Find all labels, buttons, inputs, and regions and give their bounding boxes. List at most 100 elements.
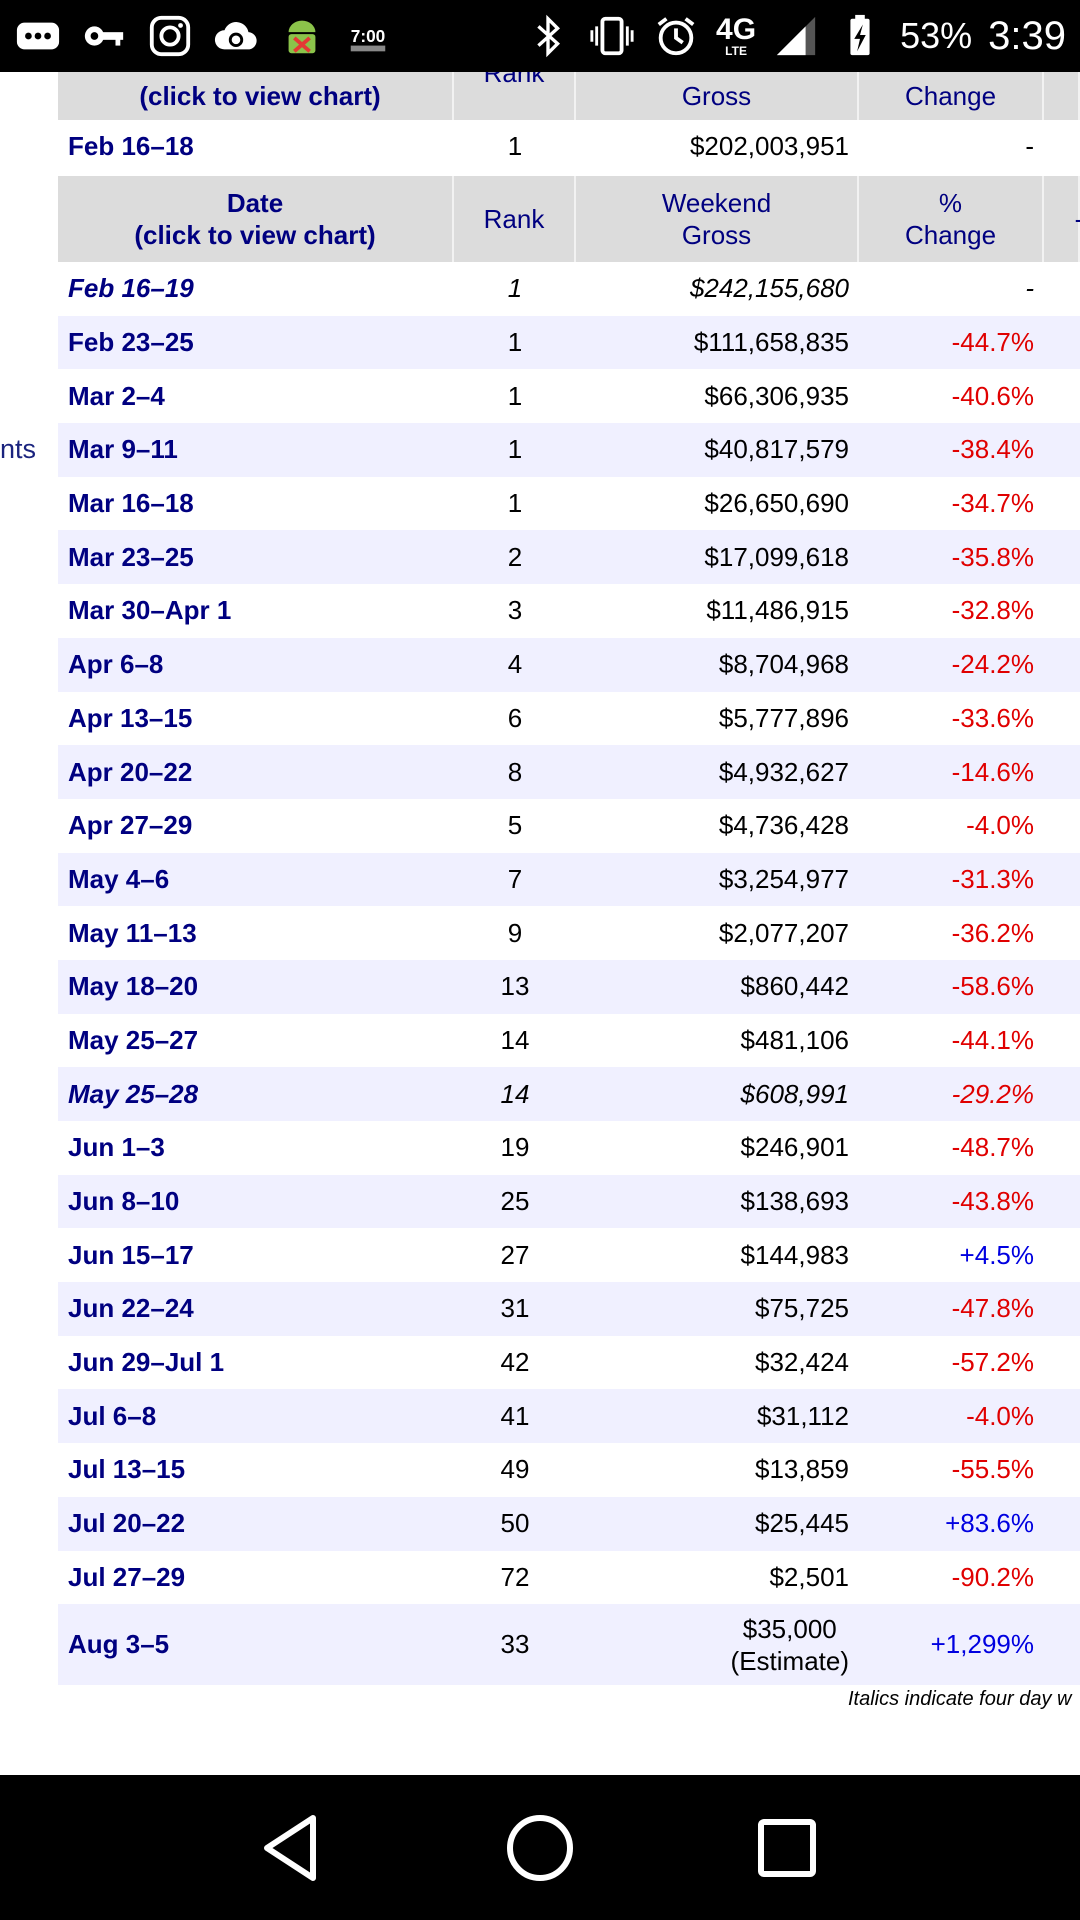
row-change: -43.8%	[951, 1186, 1034, 1217]
row-date-link[interactable]: May 4–6	[68, 863, 170, 894]
row-gross: $144,983	[740, 1239, 849, 1270]
row-gross-note: (Estimate)	[730, 1645, 849, 1676]
row-rank: 5	[507, 810, 523, 841]
clock-widget-icon: 7:00	[344, 12, 392, 60]
row-date-link[interactable]: Mar 16–18	[68, 488, 194, 519]
weekend-table-body: Feb 16–19 1 $242,155,680 - Feb 23–25 1 $111,65…	[58, 262, 1080, 1686]
row-change: -35.8%	[951, 541, 1034, 572]
row-date-link[interactable]: Mar 9–11	[68, 434, 178, 465]
table-row: Jun 8–10 25 $138,693 -43.8%	[58, 1174, 1080, 1229]
header-date-link[interactable]: (click to view chart)	[58, 72, 454, 120]
table-row: Feb 16–19 1 $242,155,680 -	[58, 262, 1080, 316]
row-change: -40.6%	[951, 380, 1034, 411]
row-date-link[interactable]: May 25–28	[68, 1078, 199, 1109]
row-date-link[interactable]: Feb 23–25	[68, 327, 194, 358]
row-rank: 9	[507, 917, 523, 948]
previous-table-header: (click to view chart) Rank Gross Change	[58, 72, 1080, 120]
row-date-link[interactable]: Feb 16–19	[68, 273, 194, 304]
header-extra	[1044, 72, 1080, 120]
row-date-link[interactable]: Mar 2–4	[68, 380, 165, 411]
row-date-link[interactable]: Jul 27–29	[68, 1561, 186, 1592]
row-date-link[interactable]: Jun 15–17	[68, 1239, 194, 1270]
svg-text:7:00: 7:00	[351, 26, 386, 46]
row-date-link[interactable]: May 18–20	[68, 971, 199, 1002]
row-extra	[1044, 1175, 1080, 1229]
row-date-link[interactable]: Feb 16–18	[68, 130, 194, 161]
row-date-link[interactable]: May 25–27	[68, 1024, 199, 1055]
table-row: Jul 27–29 72 $2,501 -90.2%	[58, 1551, 1080, 1605]
bluetooth-icon	[524, 12, 572, 60]
row-extra	[1044, 906, 1080, 960]
previous-table-row: Feb 16–18 1 $202,003,951 -	[58, 120, 1080, 172]
row-extra	[1044, 1443, 1080, 1497]
row-date-link[interactable]: Apr 6–8	[68, 649, 164, 680]
row-date-link[interactable]: Jun 22–24	[68, 1293, 194, 1324]
recents-square-icon	[757, 1818, 816, 1877]
home-button[interactable]	[495, 1803, 585, 1893]
row-change: -31.3%	[951, 863, 1034, 894]
table-row: Jul 6–8 41 $31,112 -4.0%	[58, 1389, 1080, 1444]
row-change: -47.8%	[951, 1293, 1034, 1324]
row-rank: 33	[500, 1629, 530, 1660]
back-button[interactable]	[248, 1803, 338, 1893]
row-rank: 2	[507, 541, 523, 572]
table-row: Mar 16–18 1 $26,650,690 -34.7%	[58, 477, 1080, 531]
android-icon	[278, 12, 326, 60]
row-date-link[interactable]: Jul 13–15	[68, 1454, 186, 1485]
table-row: Jun 1–3 19 $246,901 -48.7%	[58, 1121, 1080, 1175]
side-text-fragment[interactable]: nts	[0, 434, 37, 464]
row-gross: $35,000 (Estimate)	[576, 1604, 859, 1685]
row-rank: 1	[507, 488, 523, 519]
more-icon	[14, 12, 62, 60]
battery-percent: 53%	[900, 15, 973, 56]
row-date-link[interactable]: Apr 20–22	[68, 756, 193, 787]
row-date-link[interactable]: Jul 20–22	[68, 1508, 186, 1539]
vibrate-icon	[588, 12, 636, 60]
row-rank: 3	[507, 595, 523, 626]
row-extra	[1044, 1604, 1080, 1685]
row-change: +4.5%	[959, 1239, 1034, 1270]
row-gross: $17,099,618	[704, 541, 849, 572]
row-extra	[1044, 262, 1080, 316]
row-rank: 72	[500, 1561, 530, 1592]
battery-icon	[836, 12, 884, 60]
signal-icon	[772, 12, 820, 60]
table-row: Apr 6–8 4 $8,704,968 -24.2%	[58, 637, 1080, 692]
row-gross: $246,901	[740, 1132, 849, 1163]
row-extra	[1044, 745, 1080, 799]
header-date-link[interactable]: Date (click to view chart)	[58, 176, 454, 262]
row-extra	[1044, 316, 1080, 370]
table-row: Mar 23–25 2 $17,099,618 -35.8%	[58, 530, 1080, 585]
table-row: May 25–28 14 $608,991 -29.2%	[58, 1067, 1080, 1121]
row-date-link[interactable]: Mar 23–25	[68, 541, 194, 572]
table-row: Apr 20–22 8 $4,932,627 -14.6%	[58, 745, 1080, 799]
row-change: +83.6%	[945, 1508, 1034, 1539]
row-change: -	[1025, 130, 1034, 161]
row-rank: 1	[507, 130, 523, 161]
row-date-link[interactable]: Jul 6–8	[68, 1400, 157, 1431]
header-percent-change: % Change	[859, 176, 1044, 262]
row-date-link[interactable]: Jun 29–Jul 1	[68, 1347, 225, 1378]
row-date-link[interactable]: Jun 8–10	[68, 1186, 180, 1217]
row-date-link[interactable]: May 11–13	[68, 917, 197, 948]
row-extra	[1044, 1014, 1080, 1068]
row-extra	[1044, 1336, 1080, 1390]
row-rank: 13	[500, 971, 530, 1002]
row-change: -55.5%	[951, 1454, 1034, 1485]
row-change: -	[1025, 273, 1034, 304]
row-date-link[interactable]: Jun 1–3	[68, 1132, 165, 1163]
row-gross: $3,254,977	[718, 863, 849, 894]
table-row: May 11–13 9 $2,077,207 -36.2%	[58, 906, 1080, 960]
web-content[interactable]: nts (click to view chart) Rank Gross Cha…	[0, 72, 1080, 1775]
recents-button[interactable]	[742, 1803, 832, 1893]
row-date-link[interactable]: Mar 30–Apr 1	[68, 595, 232, 626]
row-extra	[1044, 960, 1080, 1014]
row-date-link[interactable]: Aug 3–5	[68, 1629, 170, 1660]
row-date-link[interactable]: Apr 13–15	[68, 702, 193, 733]
italics-footnote: Italics indicate four day w	[848, 1688, 1072, 1710]
row-extra	[1044, 1282, 1080, 1336]
table-row: May 18–20 13 $860,442 -58.6%	[58, 959, 1080, 1014]
row-date-link[interactable]: Apr 27–29	[68, 810, 193, 841]
table-row: Jun 29–Jul 1 42 $32,424 -57.2%	[58, 1336, 1080, 1390]
row-gross: $111,658,835	[693, 327, 849, 358]
